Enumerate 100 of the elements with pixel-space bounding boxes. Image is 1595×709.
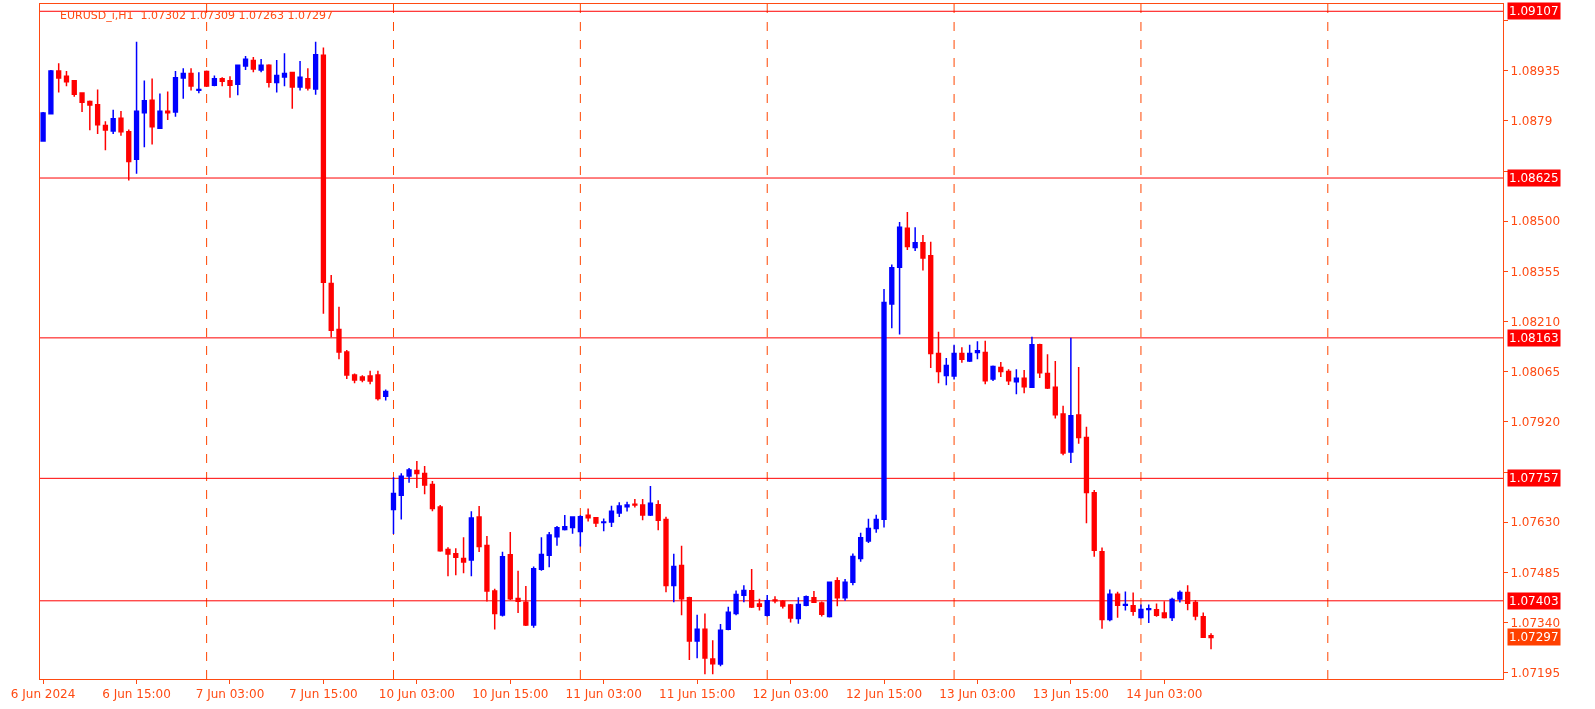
candlestick <box>671 553 677 603</box>
candlestick <box>850 552 856 586</box>
y-tick-label: 1.07195 <box>1510 665 1561 680</box>
x-tick-label: 12 Jun 03:00 <box>752 687 829 702</box>
candlestick <box>710 639 716 675</box>
candlestick <box>857 531 864 563</box>
text: EURUSD_i,H1 1.07302 1.07309 1.07263 1.07297 <box>60 9 333 22</box>
candlestick <box>1013 368 1020 396</box>
candlestick <box>1021 369 1027 394</box>
candlestick <box>133 40 140 175</box>
candlestick <box>297 60 303 92</box>
x-tick-label: 12 Jun 15:00 <box>845 687 923 702</box>
candlestick <box>647 485 654 517</box>
candlestick <box>787 603 794 624</box>
ref-line-label: 1.07757 <box>1509 471 1559 485</box>
candlestick <box>258 58 264 73</box>
candlestick <box>663 515 669 593</box>
candlestick <box>235 63 241 97</box>
candlestick <box>468 510 475 577</box>
candlestick <box>530 565 537 629</box>
candlestick <box>803 594 809 608</box>
candlestick <box>281 52 288 88</box>
y-tick-label: 1.07630 <box>1510 515 1561 530</box>
candlestick <box>733 589 739 617</box>
candlestick <box>118 110 124 137</box>
candlestick <box>172 70 179 118</box>
ref-line-label: 1.08625 <box>1509 171 1559 185</box>
candlestick <box>974 340 981 361</box>
x-tick-label: 10 Jun 03:00 <box>378 687 455 702</box>
candlestick <box>196 71 202 95</box>
candlestick <box>593 516 599 528</box>
x-tick-label: 7 Jun 03:00 <box>195 687 265 702</box>
x-tick-label: 7 Jun 15:00 <box>289 687 358 702</box>
y-tick-label: 1.0879 <box>1510 114 1553 129</box>
x-tick-label: 6 Jun 2024 <box>10 687 76 702</box>
candlestick <box>546 531 552 568</box>
candlestick <box>94 88 101 135</box>
candlestick <box>616 501 622 518</box>
candlestick <box>289 71 295 110</box>
candlestick <box>795 596 802 625</box>
x-tick-label: 14 Jun 03:00 <box>1126 687 1203 702</box>
candlestick <box>219 77 225 88</box>
candlestick <box>242 55 249 71</box>
y-tick-label: 1.07920 <box>1510 415 1561 430</box>
candlestick <box>912 226 918 252</box>
candlestick <box>639 498 646 521</box>
candlestick <box>585 507 591 523</box>
candlestick <box>904 211 911 251</box>
candlestick <box>725 605 731 631</box>
x-tick-label: 13 Jun 15:00 <box>1032 687 1109 702</box>
y-tick-label: 1.08500 <box>1510 214 1561 229</box>
candlestick <box>873 513 879 534</box>
ref-line-label: 1.08163 <box>1509 331 1559 345</box>
candlestick <box>569 515 576 535</box>
candlestick <box>180 67 186 100</box>
candlestick <box>56 62 62 94</box>
candlestick <box>655 499 661 531</box>
candlestick <box>577 514 584 548</box>
y-tick-label: 1.08210 <box>1510 314 1561 329</box>
candlestick <box>274 59 280 94</box>
candlestick <box>351 372 358 384</box>
candlestick <box>889 263 895 329</box>
candlestick <box>266 63 272 89</box>
y-tick-label: 1.08355 <box>1510 264 1561 279</box>
y-tick-label: 1.08065 <box>1510 364 1561 379</box>
candlestick <box>842 578 848 602</box>
candlestick <box>1138 603 1144 620</box>
candlestick <box>959 346 965 364</box>
y-tick-label: 1.07485 <box>1510 565 1561 580</box>
candlestick <box>1153 602 1160 618</box>
candlestick <box>943 357 949 387</box>
candlestick <box>1122 590 1129 612</box>
y-tick-label: 1.07340 <box>1510 615 1561 630</box>
x-tick-label: 11 Jun 03:00 <box>565 687 642 702</box>
candlestick <box>601 517 607 533</box>
candlestick <box>141 79 147 148</box>
candlestick <box>702 612 708 675</box>
candlestick <box>149 77 155 146</box>
candlestick <box>998 361 1004 378</box>
candlestick <box>951 344 957 381</box>
candlestick <box>1060 404 1066 456</box>
x-tick-label: 10 Jun 15:00 <box>472 687 549 702</box>
candlestick <box>367 369 373 385</box>
x-tick-label: 11 Jun 15:00 <box>659 687 736 702</box>
candlestick <box>390 476 397 535</box>
candlestick <box>624 501 630 513</box>
candlestick <box>476 505 482 553</box>
candlestick <box>896 221 903 336</box>
candlestick <box>406 467 412 484</box>
candlestick <box>1052 360 1058 420</box>
candlestick <box>1068 337 1074 464</box>
candlestick <box>1005 368 1012 386</box>
candlestick <box>1029 336 1035 389</box>
candlestick <box>881 288 887 529</box>
candlestick <box>250 56 256 73</box>
candlestick <box>165 90 171 121</box>
candlestick <box>826 580 833 619</box>
candlestick <box>157 92 163 129</box>
candlestick <box>40 111 46 142</box>
text: 1.07297 <box>1509 630 1559 644</box>
